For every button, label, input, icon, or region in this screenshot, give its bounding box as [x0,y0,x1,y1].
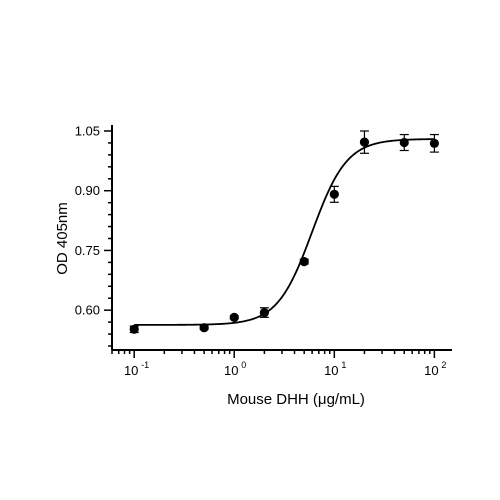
x-tick-label: 10 -1 [124,360,149,378]
x-tick-label: 10 1 [324,360,346,378]
x-tick-base: 10 [224,363,238,378]
data-point [399,137,409,148]
data-point [329,189,339,199]
y-axis-title: OD 405nm [54,202,71,275]
x-tick-exponent: 0 [241,360,246,370]
x-tick-label: 10 0 [224,360,246,378]
data-point [199,323,209,333]
x-tick-base: 10 [424,363,438,378]
y-tick-label: 0.75 [75,243,100,258]
data-point-group [399,133,409,152]
x-tick-exponent: -1 [141,360,149,370]
data-point [229,312,239,322]
data-points [129,130,439,334]
data-point-group [229,312,239,322]
data-point-group [129,324,139,334]
data-point [299,256,309,267]
data-point-group [329,185,339,203]
data-point [359,137,370,147]
axes [111,125,452,351]
x-axis-title: Mouse DHH (μg/mL) [227,391,365,408]
x-tick-base: 10 [124,363,138,378]
data-point-group [299,256,309,267]
fit-curve-layer [134,138,435,326]
y-tick-label: 0.90 [75,183,100,198]
y-tick-label: 1.05 [75,123,100,138]
data-point [129,324,139,334]
data-point-group [359,130,370,154]
data-point-group [259,307,269,318]
y-tick-label: 0.60 [75,303,100,318]
data-point [429,138,439,148]
fit-curve [134,138,435,326]
x-tick-exponent: 1 [341,360,346,370]
data-point-group [199,323,209,333]
x-tick-label: 10 2 [424,360,446,378]
data-point [259,307,269,318]
x-tick-base: 10 [324,363,338,378]
x-tick-exponent: 2 [441,360,446,370]
data-point-group [429,133,439,153]
